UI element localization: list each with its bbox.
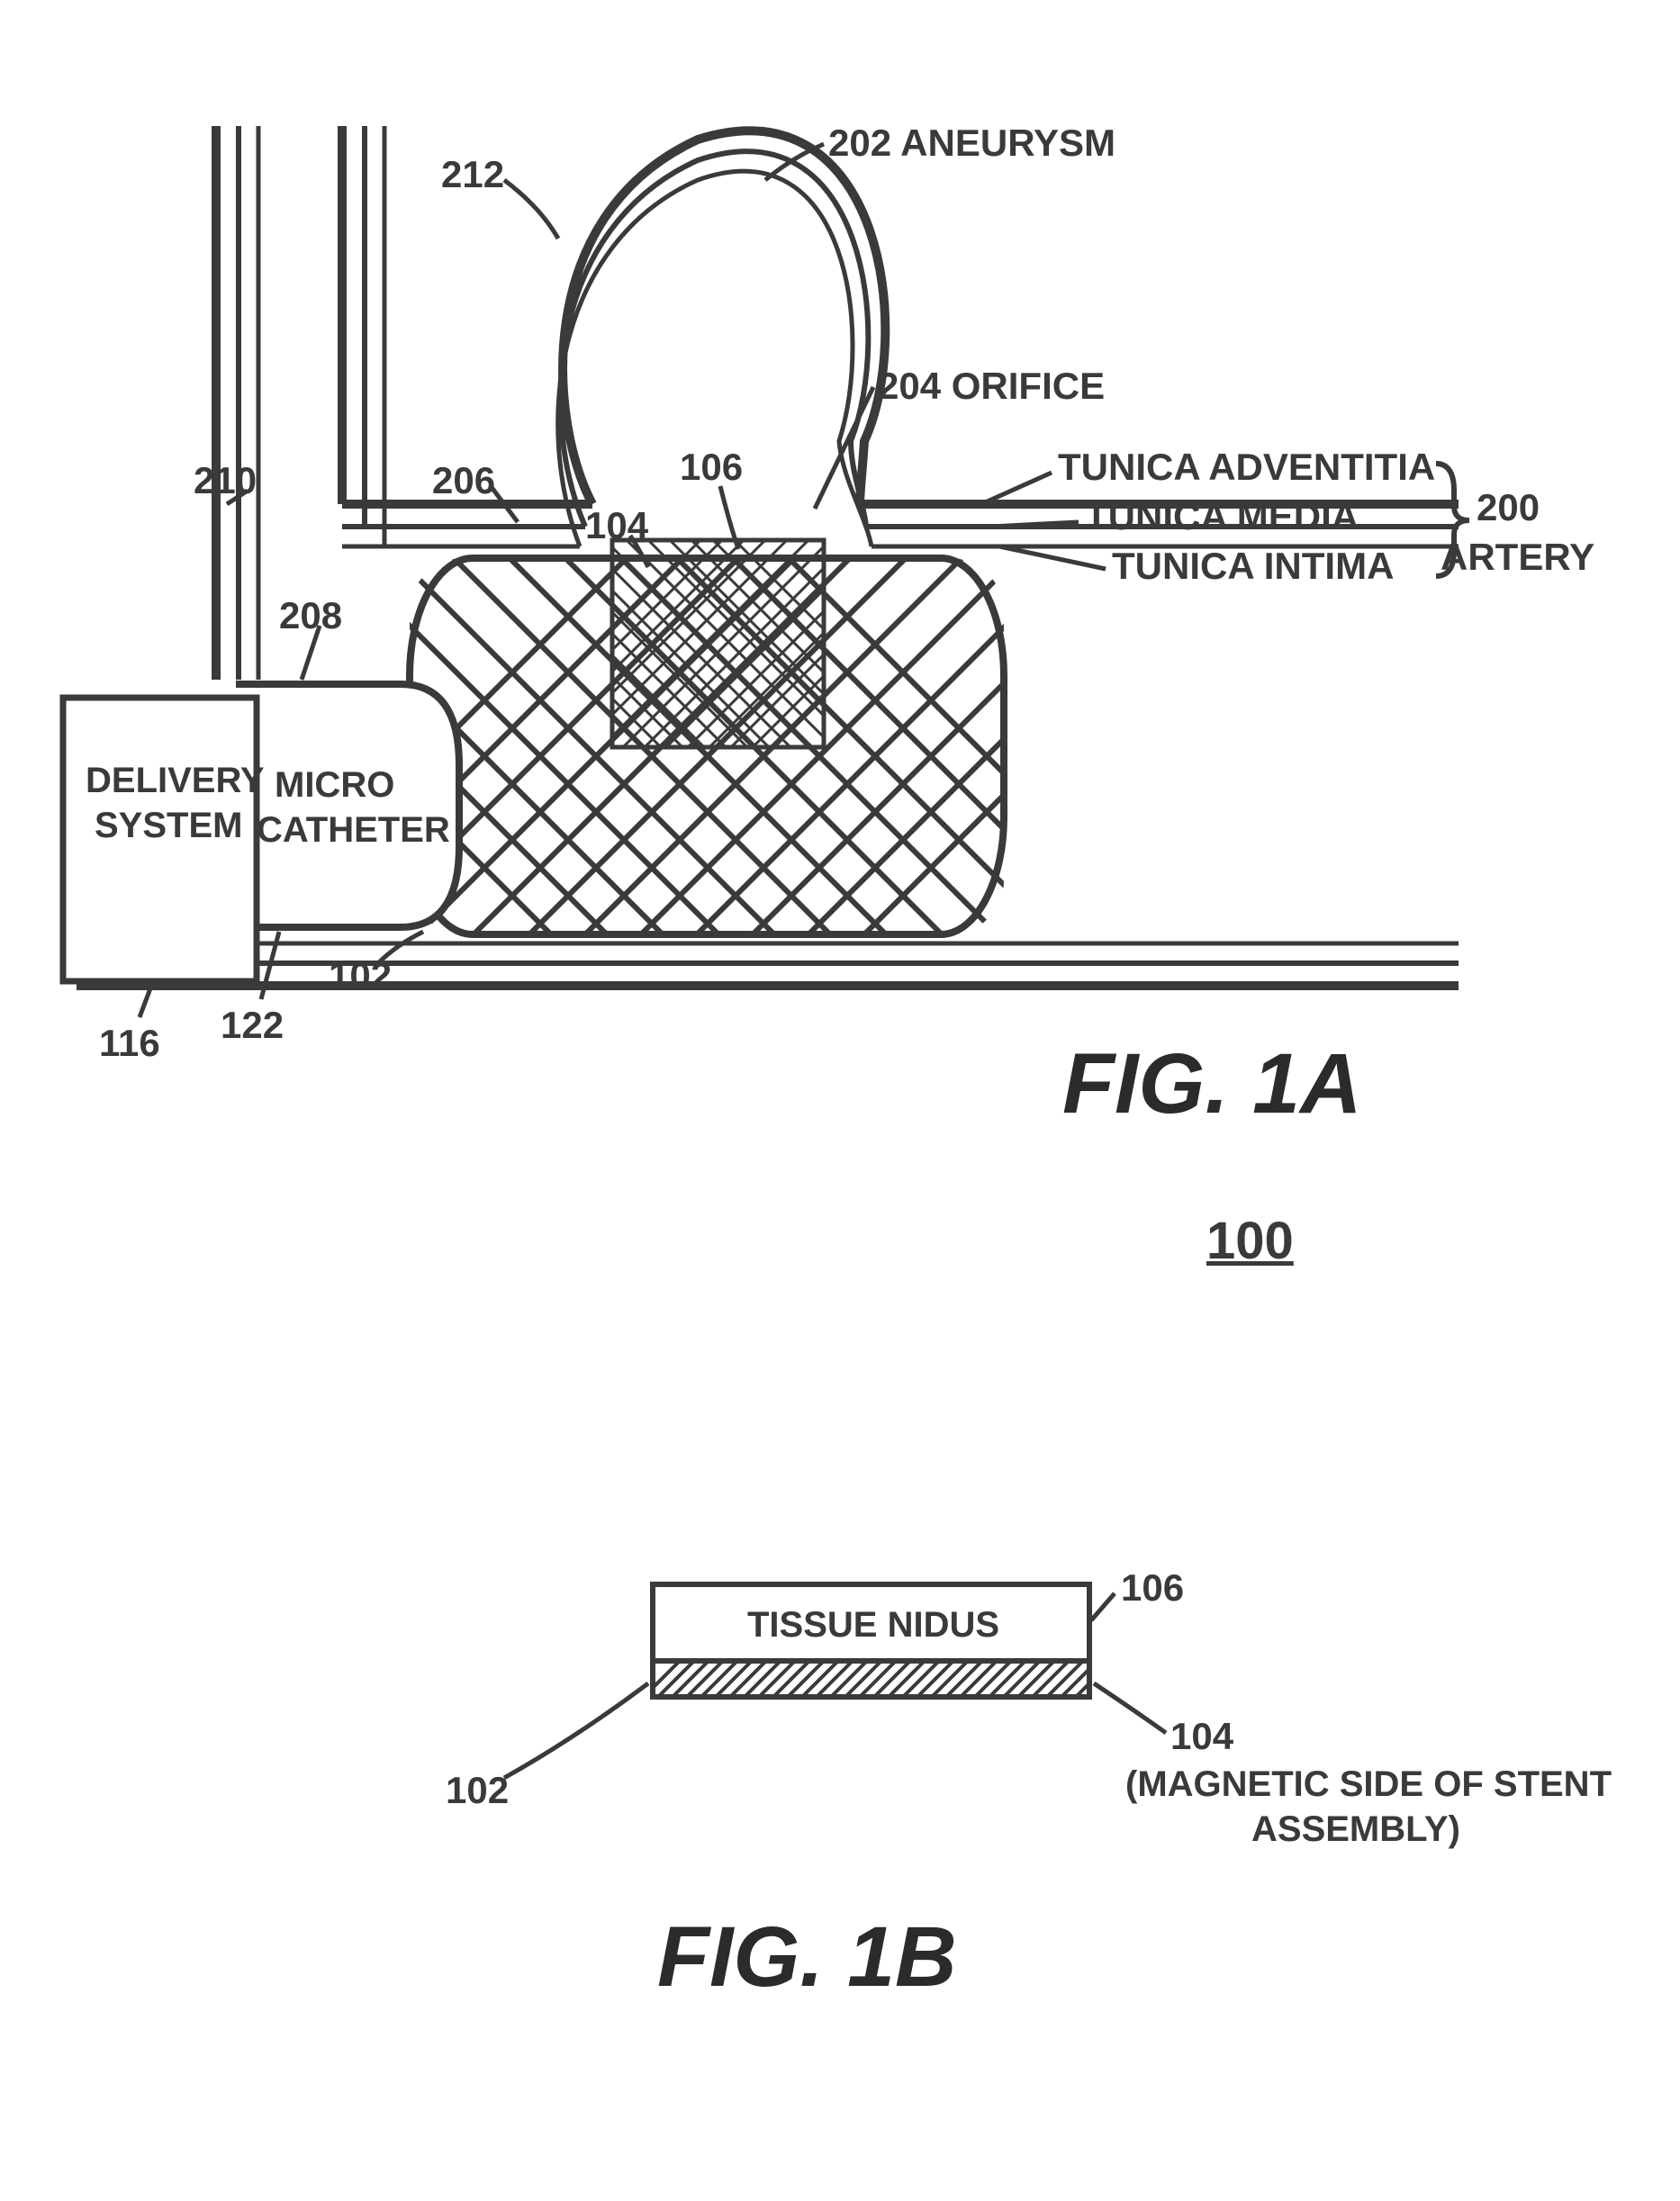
- label-208: 208: [279, 594, 342, 637]
- label-tunica-media: TUNICA MEDIA: [1085, 495, 1359, 538]
- label-catheter: CATHETER: [257, 810, 450, 851]
- artery-bottom-wall: [77, 943, 1459, 986]
- patent-figure-page: 202 ANEURYSM 204 ORIFICE TUNICA ADVENTIT…: [0, 0, 1680, 2201]
- fig-1b-title: FIG. 1B: [657, 1908, 957, 2007]
- label-106: 106: [680, 446, 743, 489]
- label-tissue-nidus: TISSUE NIDUS: [747, 1605, 999, 1646]
- label-artery-200: 200: [1477, 486, 1540, 529]
- label-122: 122: [221, 1004, 284, 1047]
- label-micro: MICRO: [275, 765, 394, 806]
- label-102: 102: [329, 954, 392, 997]
- label-1b-106: 106: [1121, 1566, 1184, 1610]
- label-orifice: 204 ORIFICE: [878, 365, 1105, 408]
- label-tunica-intima: TUNICA INTIMA: [1112, 545, 1394, 588]
- ref-100: 100: [1206, 1211, 1294, 1271]
- label-210: 210: [194, 459, 257, 502]
- label-104: 104: [585, 504, 648, 547]
- label-tunica-adventitia: TUNICA ADVENTITIA: [1058, 446, 1435, 489]
- fig-1a-title: FIG. 1A: [1062, 1035, 1362, 1133]
- label-delivery: DELIVERY: [86, 761, 265, 801]
- label-206: 206: [432, 459, 495, 502]
- label-1b-104: 104: [1170, 1715, 1233, 1758]
- figure-svg: [0, 0, 1680, 2201]
- label-assembly: ASSEMBLY): [1251, 1809, 1460, 1850]
- label-system: SYSTEM: [95, 806, 242, 846]
- label-1b-102: 102: [446, 1769, 509, 1812]
- label-artery: ARTERY: [1441, 536, 1594, 579]
- label-116: 116: [99, 1022, 160, 1065]
- label-212: 212: [441, 153, 504, 196]
- micro-catheter: [236, 684, 459, 927]
- label-magnetic: (MAGNETIC SIDE OF STENT: [1125, 1764, 1612, 1805]
- label-aneurysm: 202 ANEURYSM: [828, 122, 1115, 165]
